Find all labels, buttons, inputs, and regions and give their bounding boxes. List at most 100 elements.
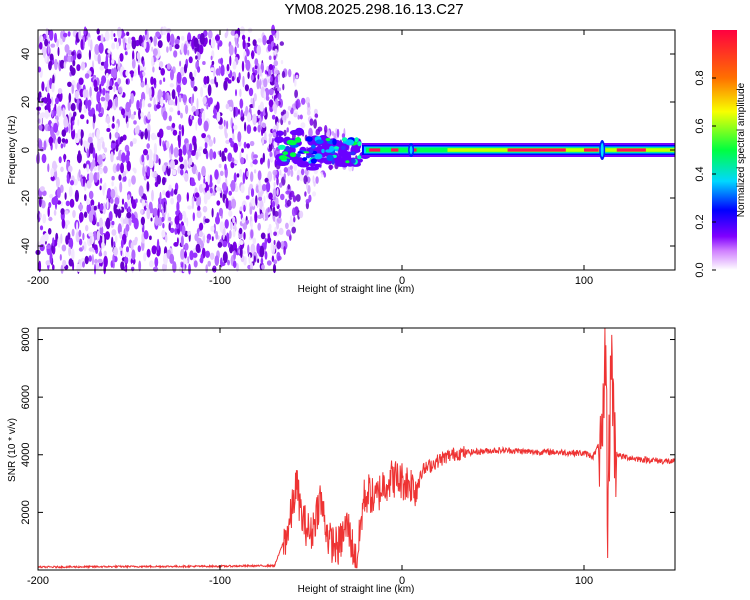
transition-speck xyxy=(304,191,307,197)
noise-speck xyxy=(115,209,120,216)
noise-speck xyxy=(47,228,52,235)
noise-speck xyxy=(227,259,230,266)
onset-blob xyxy=(314,153,323,160)
noise-speck xyxy=(193,141,197,153)
noise-speck xyxy=(77,53,82,60)
noise-speck xyxy=(80,114,85,120)
transition-speck xyxy=(308,194,312,203)
transition-speck xyxy=(275,32,278,41)
noise-speck xyxy=(175,210,179,216)
noise-speck xyxy=(257,222,262,231)
onset-blob xyxy=(311,144,316,149)
noise-speck xyxy=(206,238,210,244)
noise-speck xyxy=(48,216,53,222)
noise-speck xyxy=(145,83,149,95)
noise-speck xyxy=(49,29,54,41)
noise-speck xyxy=(131,249,136,261)
onset-blob xyxy=(326,154,334,161)
spectrogram-ylabel: Frequency (Hz) xyxy=(7,116,18,185)
noise-speck xyxy=(80,39,84,50)
noise-speck xyxy=(99,204,104,211)
noise-speck xyxy=(204,218,210,224)
noise-speck xyxy=(108,211,113,222)
noise-speck xyxy=(78,77,84,85)
noise-speck xyxy=(265,75,271,80)
noise-speck xyxy=(268,133,273,138)
noise-speck xyxy=(161,229,166,238)
noise-speck xyxy=(230,161,235,169)
noise-speck xyxy=(155,244,161,257)
noise-speck xyxy=(241,60,245,72)
noise-speck xyxy=(262,152,265,163)
onset-blob xyxy=(277,144,286,150)
noise-speck xyxy=(91,254,94,266)
band-peak xyxy=(584,148,599,152)
noise-speck xyxy=(211,207,214,218)
noise-speck xyxy=(181,124,185,137)
noise-speck xyxy=(162,110,168,121)
colorbar-tick-label: 0.2 xyxy=(694,214,706,229)
noise-speck xyxy=(241,148,244,153)
noise-speck xyxy=(261,264,265,270)
noise-speck xyxy=(109,198,114,204)
noise-speck xyxy=(184,250,187,259)
noise-speck xyxy=(184,242,189,251)
noise-speck xyxy=(228,44,234,56)
noise-speck xyxy=(143,149,148,156)
snr-xtick-label: -200 xyxy=(27,575,49,587)
noise-speck xyxy=(45,260,51,266)
transition-speck xyxy=(286,199,292,207)
noise-speck xyxy=(245,59,251,71)
noise-speck xyxy=(93,166,97,171)
noise-speck xyxy=(124,201,128,210)
noise-speck xyxy=(204,137,210,143)
noise-speck xyxy=(40,112,46,118)
noise-speck xyxy=(238,240,244,245)
noise-speck xyxy=(113,246,118,257)
noise-speck xyxy=(259,101,264,112)
spectrogram-xlabel: Height of straight line (km) xyxy=(298,284,415,295)
noise-speck xyxy=(156,238,160,251)
noise-speck xyxy=(127,36,132,45)
noise-speck xyxy=(133,168,137,174)
noise-speck xyxy=(48,136,54,144)
noise-speck xyxy=(133,69,137,77)
noise-speck xyxy=(257,258,260,264)
noise-speck xyxy=(205,190,211,200)
noise-speck xyxy=(100,33,104,44)
noise-speck xyxy=(80,129,84,139)
noise-speck xyxy=(103,147,108,153)
transition-speck xyxy=(298,210,304,219)
noise-speck xyxy=(213,223,216,234)
noise-speck xyxy=(102,141,105,150)
noise-speck xyxy=(61,244,67,252)
noise-speck xyxy=(199,112,202,119)
noise-speck xyxy=(124,255,129,265)
noise-speck xyxy=(110,151,114,163)
noise-speck xyxy=(179,60,182,67)
noise-speck xyxy=(171,122,176,129)
noise-speck xyxy=(70,67,76,76)
noise-speck xyxy=(146,143,150,149)
noise-speck xyxy=(103,220,106,228)
noise-speck xyxy=(264,131,267,141)
noise-speck xyxy=(190,181,196,186)
transition-speck xyxy=(279,41,284,46)
noise-speck xyxy=(99,217,103,228)
noise-speck xyxy=(173,188,178,195)
noise-speck xyxy=(159,91,164,97)
noise-speck xyxy=(147,112,151,120)
noise-speck xyxy=(39,212,42,219)
noise-speck xyxy=(83,163,87,169)
noise-speck xyxy=(161,176,166,186)
noise-speck xyxy=(143,230,149,240)
noise-speck xyxy=(100,136,104,143)
noise-speck xyxy=(235,186,239,192)
noise-speck xyxy=(113,84,116,93)
noise-speck xyxy=(182,144,187,156)
noise-speck xyxy=(120,162,124,174)
noise-speck xyxy=(76,221,79,233)
noise-speck xyxy=(209,148,214,161)
noise-speck xyxy=(234,46,237,55)
noise-speck xyxy=(88,190,94,200)
